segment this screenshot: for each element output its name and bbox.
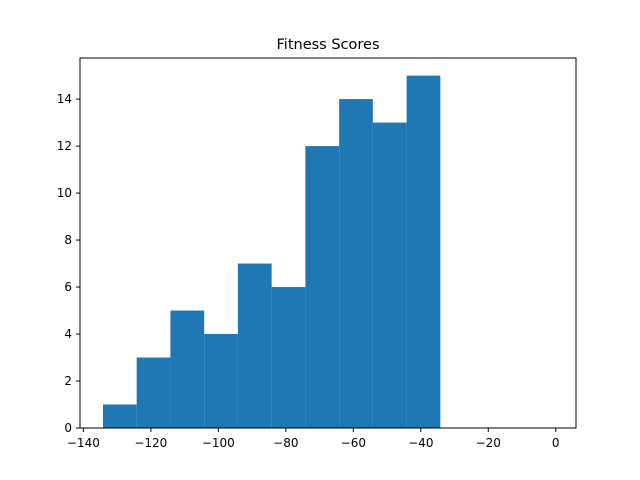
- histogram-bar-1: [136, 357, 171, 428]
- plot-frame: [79, 57, 577, 429]
- y-tick-label: 10: [57, 186, 72, 200]
- chart-title: Fitness Scores: [277, 37, 380, 53]
- y-tick-label: 14: [57, 92, 72, 106]
- x-tick-label: 0: [552, 436, 560, 450]
- y-axis-ticks: 0 2 4 6 8 10 12 14: [57, 92, 80, 435]
- histogram-bar-0: [102, 404, 137, 428]
- histogram-bar-5: [271, 287, 306, 428]
- histogram-bar-3: [204, 334, 238, 428]
- y-tick-label: 4: [64, 327, 72, 341]
- histogram-bar-6: [305, 146, 340, 428]
- x-tick-label: −140: [67, 436, 100, 450]
- y-tick-label: 0: [64, 421, 72, 435]
- y-tick-label: 2: [64, 374, 72, 388]
- x-tick-label: −40: [408, 436, 433, 450]
- bars-group: [102, 75, 441, 428]
- histogram-bar-9: [406, 75, 441, 428]
- x-tick-label: −20: [476, 436, 501, 450]
- y-tick-label: 12: [57, 139, 72, 153]
- x-tick-label: −120: [134, 436, 167, 450]
- x-tick-label: −80: [273, 436, 298, 450]
- histogram-bar-4: [237, 263, 272, 428]
- histogram-bar-2: [170, 310, 205, 428]
- histogram-bar-7: [339, 99, 373, 428]
- x-axis-ticks: −140 −120 −100 −80 −60 −40 −20 0: [67, 428, 560, 450]
- histogram-bar-8: [372, 122, 407, 428]
- x-tick-label: −60: [341, 436, 366, 450]
- y-tick-label: 8: [64, 233, 72, 247]
- x-tick-label: −100: [202, 436, 235, 450]
- y-tick-label: 6: [64, 280, 72, 294]
